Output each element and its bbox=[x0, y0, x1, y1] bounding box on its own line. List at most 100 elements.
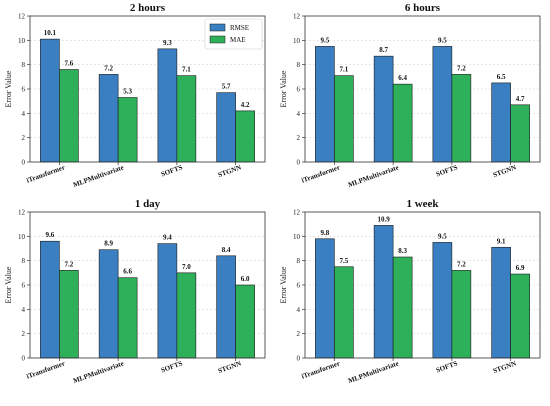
x-tick-label: iTransformer bbox=[300, 163, 341, 184]
data-label: 7.1 bbox=[182, 66, 191, 74]
x-tick-label: MLPMultivariate bbox=[72, 359, 125, 385]
x-tick-label: iTransformer bbox=[25, 163, 66, 184]
bar-rmse bbox=[491, 82, 511, 163]
data-label: 5.3 bbox=[123, 88, 132, 96]
bar-rmse bbox=[157, 48, 178, 163]
bar-mae bbox=[451, 270, 472, 359]
chart-panel-4: 1 week 0 2 4 6 8 10 12 Error Value 9.8 7.5 iTransfo… bbox=[279, 198, 541, 385]
bar-rmse bbox=[40, 38, 60, 163]
data-label: 9.8 bbox=[321, 229, 330, 237]
y-tick-label: 10 bbox=[18, 37, 26, 45]
data-label: 7.2 bbox=[457, 64, 466, 72]
bar-mae bbox=[59, 69, 79, 163]
legend-label: MAE bbox=[230, 36, 246, 44]
y-tick-label: 0 bbox=[22, 159, 26, 167]
data-label: 9.5 bbox=[438, 36, 447, 44]
chart-title: 6 hours bbox=[405, 2, 441, 14]
y-tick-label: 6 bbox=[22, 86, 26, 94]
y-axis-label: Error Value bbox=[4, 70, 13, 107]
bar-mae bbox=[334, 75, 354, 163]
data-label: 6.0 bbox=[241, 275, 250, 283]
data-label: 7.2 bbox=[65, 260, 74, 268]
y-tick-label: 8 bbox=[22, 61, 26, 69]
bar-mae bbox=[392, 83, 413, 163]
bar-rmse bbox=[432, 46, 453, 163]
plot-frame bbox=[29, 15, 266, 163]
x-tick-label: STGNN bbox=[217, 163, 242, 179]
data-label: 8.3 bbox=[398, 247, 407, 255]
data-label: 5.7 bbox=[222, 83, 231, 91]
bar-mae bbox=[117, 277, 138, 359]
plot-frame bbox=[29, 211, 266, 359]
y-tick-label: 0 bbox=[297, 159, 301, 167]
y-tick-label: 10 bbox=[293, 37, 301, 45]
bar-rmse bbox=[216, 255, 236, 359]
bar-rmse bbox=[315, 238, 335, 359]
bar-mae bbox=[176, 75, 197, 163]
y-tick-label: 12 bbox=[293, 13, 301, 21]
legend: RMSE MAE bbox=[204, 18, 263, 50]
data-label: 8.9 bbox=[104, 240, 113, 248]
x-tick-label: STGNN bbox=[492, 163, 517, 179]
bar-rmse bbox=[315, 46, 335, 163]
data-label: 7.2 bbox=[457, 260, 466, 268]
legend-swatch-mae bbox=[209, 35, 226, 44]
y-tick-label: 0 bbox=[22, 355, 26, 363]
bar-rmse bbox=[98, 74, 119, 163]
bar-mae bbox=[176, 272, 197, 359]
chart-panel-3: 1 day 0 2 4 6 8 10 12 Error Value 9.6 7.2 iTransfor… bbox=[4, 198, 266, 385]
data-label: 9.1 bbox=[497, 237, 506, 245]
bar-mae bbox=[235, 110, 255, 163]
data-label: 9.5 bbox=[321, 36, 330, 44]
x-tick-label: SOFTS bbox=[160, 163, 184, 178]
data-label: 7.5 bbox=[340, 257, 349, 265]
data-label: 6.6 bbox=[123, 268, 132, 276]
y-axis-label: Error Value bbox=[4, 266, 13, 303]
plot-frame bbox=[304, 15, 541, 163]
bar-rmse bbox=[216, 92, 236, 163]
data-label: 9.6 bbox=[46, 231, 55, 239]
data-label: 4.7 bbox=[516, 95, 525, 103]
data-label: 6.5 bbox=[497, 73, 506, 81]
y-tick-label: 10 bbox=[293, 233, 301, 241]
data-label: 7.6 bbox=[65, 60, 74, 68]
chart-panel-2: 6 hours 0 2 4 6 8 10 12 Error Value 9.5 7.1 iTransf… bbox=[279, 2, 541, 189]
y-tick-label: 2 bbox=[22, 330, 26, 338]
bar-rmse bbox=[157, 243, 178, 359]
plot-frame bbox=[304, 211, 541, 359]
x-tick-label: SOFTS bbox=[160, 359, 184, 374]
y-tick-label: 6 bbox=[297, 86, 301, 94]
data-label: 6.9 bbox=[516, 264, 525, 272]
bar-rmse bbox=[373, 225, 394, 359]
y-tick-label: 8 bbox=[297, 257, 301, 265]
bar-mae bbox=[510, 104, 530, 163]
y-axis-label: Error Value bbox=[279, 70, 288, 107]
data-label: 9.5 bbox=[438, 232, 447, 240]
bar-mae bbox=[392, 256, 413, 359]
legend-swatch-rmse bbox=[209, 23, 226, 32]
data-label: 10.1 bbox=[44, 29, 57, 37]
y-tick-label: 2 bbox=[297, 330, 301, 338]
data-label: 6.4 bbox=[398, 74, 407, 82]
bar-rmse bbox=[98, 249, 119, 359]
bar-rmse bbox=[432, 242, 453, 359]
y-tick-label: 4 bbox=[297, 306, 301, 314]
chart-title: 1 week bbox=[406, 198, 439, 210]
bar-mae bbox=[510, 273, 530, 359]
y-tick-label: 2 bbox=[22, 134, 26, 142]
y-tick-label: 12 bbox=[18, 209, 26, 217]
x-tick-label: STGNN bbox=[217, 359, 242, 375]
x-tick-label: iTransformer bbox=[300, 359, 341, 380]
bar-rmse bbox=[491, 246, 511, 359]
y-tick-label: 4 bbox=[297, 110, 301, 118]
y-tick-label: 6 bbox=[22, 282, 26, 290]
bar-mae bbox=[334, 266, 354, 359]
bar-mae bbox=[117, 97, 138, 163]
legend-label: RMSE bbox=[230, 24, 249, 32]
x-tick-label: STGNN bbox=[492, 359, 517, 375]
y-tick-label: 12 bbox=[293, 209, 301, 217]
x-tick-label: MLPMultivariate bbox=[347, 359, 400, 385]
x-tick-label: SOFTS bbox=[435, 359, 459, 374]
data-label: 9.3 bbox=[163, 39, 172, 47]
y-tick-label: 2 bbox=[297, 134, 301, 142]
